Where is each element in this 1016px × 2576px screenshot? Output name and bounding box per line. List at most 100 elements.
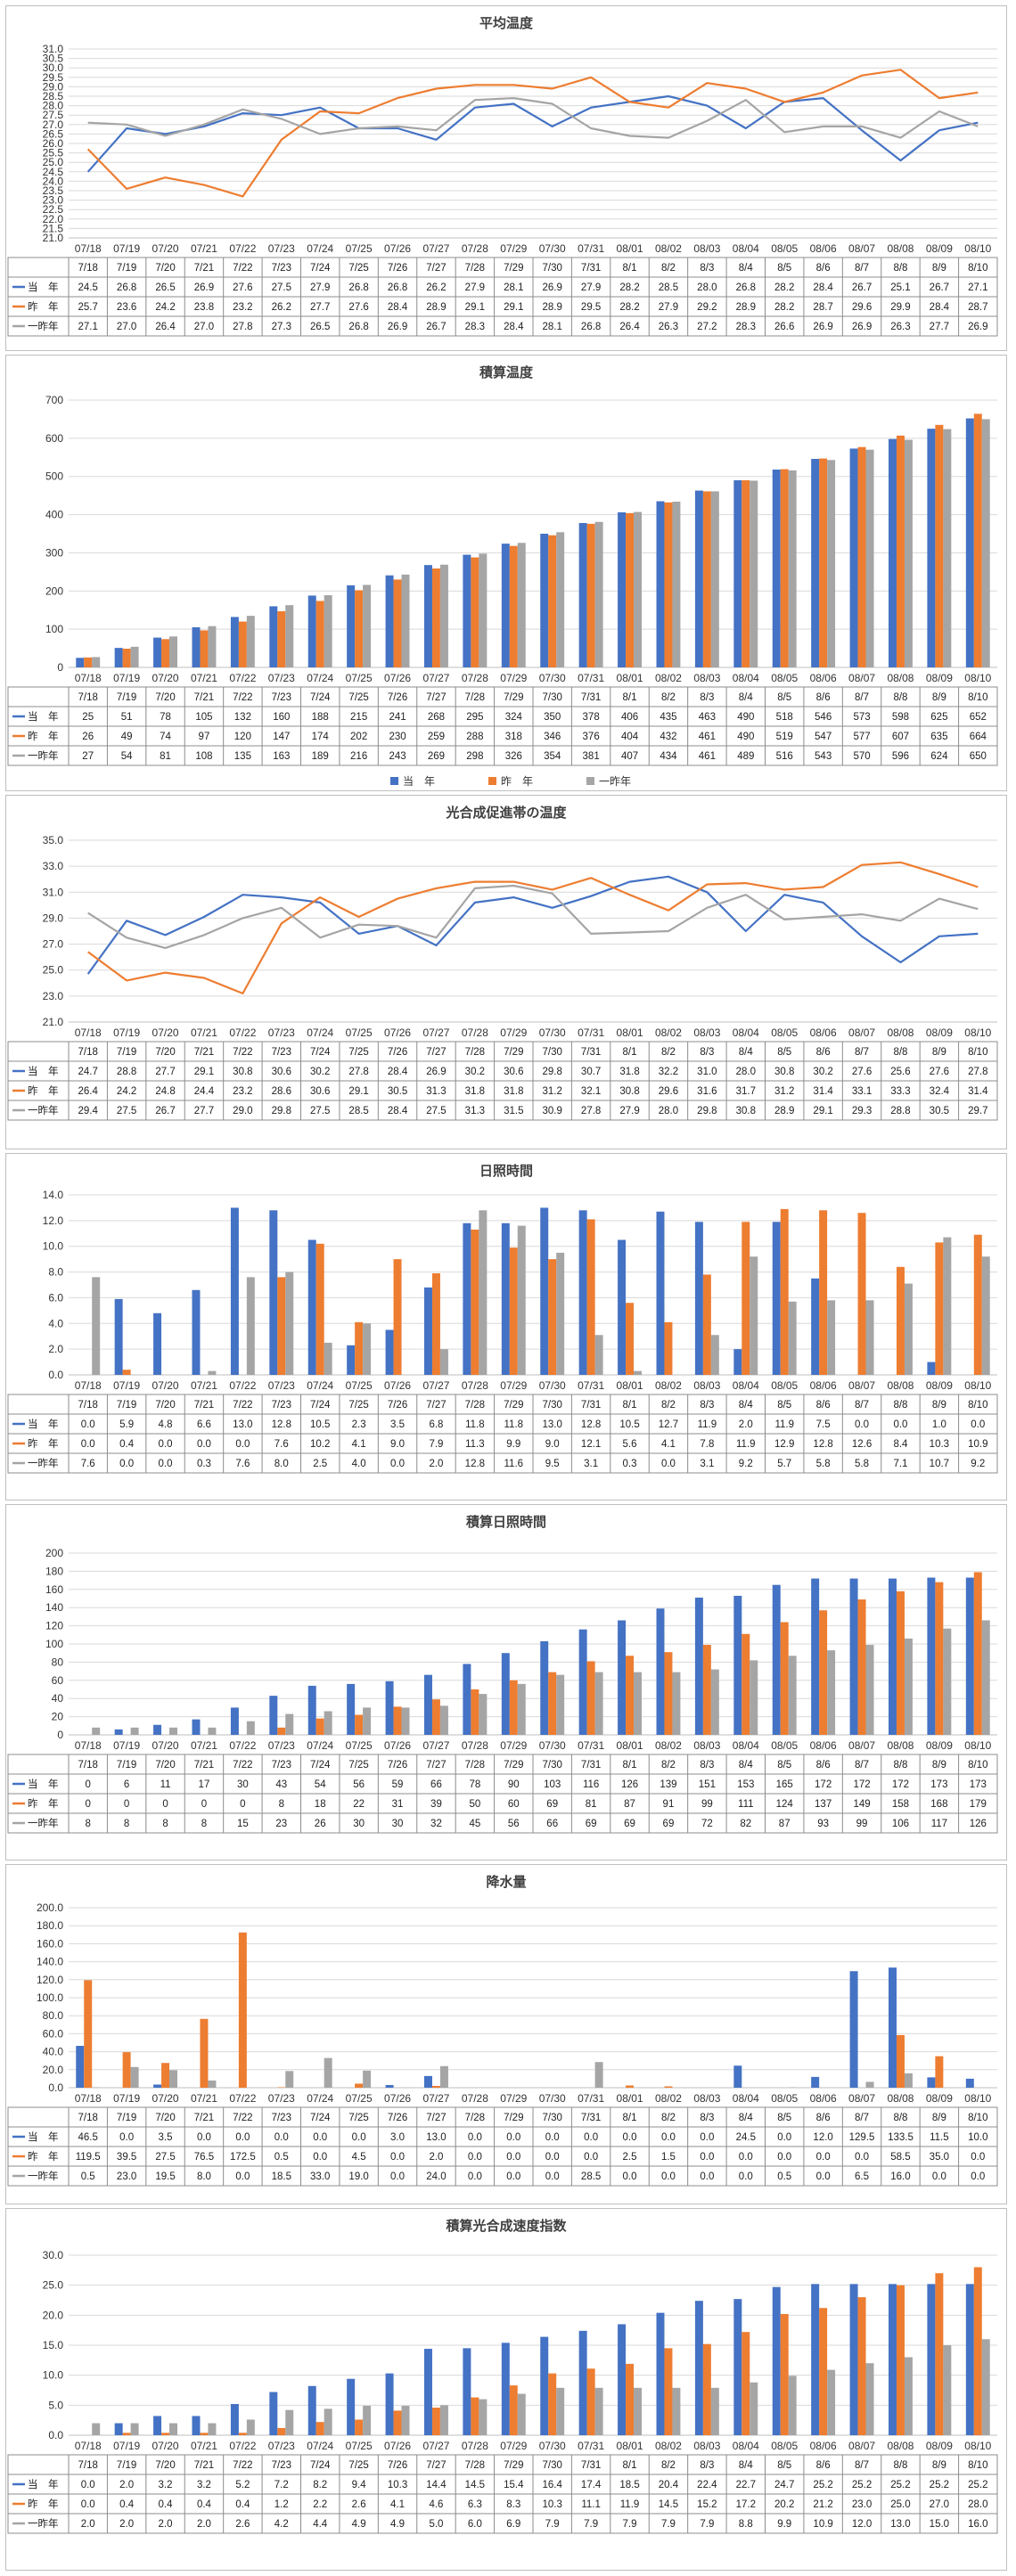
table-value-cell: 111 bbox=[738, 1799, 753, 1810]
bar-last_year bbox=[200, 630, 209, 667]
table-header-cell: 8/9 bbox=[932, 1047, 946, 1058]
table-header-cell: 7/22 bbox=[233, 2460, 252, 2471]
table-value-cell: 26.3 bbox=[659, 322, 678, 332]
table-value-cell: 29.5 bbox=[581, 302, 601, 313]
table-value-cell: 24.2 bbox=[155, 302, 175, 313]
x-tick-label: 07/21 bbox=[191, 1379, 217, 1392]
x-tick-label: 08/10 bbox=[964, 2092, 991, 2105]
bar-two_years_ago bbox=[324, 1342, 332, 1375]
table-value-cell: 0.0 bbox=[932, 2171, 946, 2182]
table-value-cell: 0.0 bbox=[816, 2152, 831, 2163]
x-tick-label: 08/05 bbox=[771, 242, 798, 255]
table-value-cell: 2.0 bbox=[81, 2519, 95, 2530]
table-value-cell: 243 bbox=[389, 751, 406, 762]
bar-current bbox=[772, 470, 781, 667]
bar-current bbox=[501, 1223, 510, 1375]
table-value-cell: 81 bbox=[586, 1799, 597, 1810]
table-header-cell: 7/25 bbox=[348, 1047, 368, 1058]
table-value-cell: 28.9 bbox=[774, 1106, 794, 1116]
table-header-cell: 8/3 bbox=[700, 2113, 714, 2123]
x-tick-label: 08/10 bbox=[964, 242, 991, 255]
table-value-cell: 26.5 bbox=[155, 282, 175, 293]
table-value-cell: 26.7 bbox=[155, 1106, 175, 1116]
table-value-cell: 5.7 bbox=[777, 1459, 791, 1469]
table-value-cell: 24.5 bbox=[736, 2132, 756, 2143]
table-value-cell: 54 bbox=[315, 1779, 326, 1790]
bar-two_years_ago bbox=[788, 470, 797, 667]
table-series-name: 昨 年 bbox=[28, 2498, 59, 2510]
bar-current bbox=[153, 1724, 162, 1735]
y-tick-label: 200 bbox=[45, 585, 63, 597]
x-tick-label: 07/18 bbox=[75, 1739, 102, 1752]
x-tick-label: 07/19 bbox=[113, 2092, 140, 2105]
x-tick-label: 07/18 bbox=[75, 672, 102, 684]
table-series-name: 当 年 bbox=[28, 2478, 59, 2490]
legend-swatch bbox=[390, 777, 398, 785]
bar-current bbox=[578, 2330, 587, 2435]
table-value-cell: 172 bbox=[815, 1779, 832, 1790]
y-tick-label: 27.0 bbox=[43, 119, 64, 131]
x-tick-label: 07/30 bbox=[539, 1379, 566, 1392]
bar-two_years_ago bbox=[363, 1707, 372, 1735]
table-header-cell: 7/21 bbox=[194, 1047, 214, 1058]
bar-two_years_ago bbox=[130, 2423, 139, 2435]
x-tick-label: 07/22 bbox=[229, 672, 256, 684]
x-tick-label: 08/01 bbox=[617, 242, 643, 255]
table-value-cell: 9.4 bbox=[352, 2480, 367, 2490]
bar-last_year bbox=[161, 639, 170, 667]
table-value-cell: 8 bbox=[279, 1799, 284, 1810]
table-header-cell: 7/18 bbox=[78, 2460, 98, 2471]
x-tick-label: 08/03 bbox=[693, 1739, 720, 1752]
table-value-cell: 24.0 bbox=[426, 2171, 446, 2182]
x-tick-label: 07/20 bbox=[152, 2440, 179, 2452]
bar-last_year bbox=[393, 1706, 402, 1735]
table-header-cell: 7/18 bbox=[78, 692, 98, 703]
table-value-cell: 174 bbox=[312, 732, 330, 742]
y-tick-label: 0.0 bbox=[48, 2429, 63, 2441]
x-tick-label: 07/22 bbox=[229, 1739, 256, 1752]
table-header-cell: 7/18 bbox=[78, 263, 98, 274]
x-tick-label: 07/24 bbox=[307, 2440, 333, 2452]
table-header-cell: 7/23 bbox=[272, 692, 291, 703]
table-value-cell: 0 bbox=[240, 1799, 245, 1810]
bar-last_year bbox=[277, 2427, 286, 2435]
x-tick-label: 07/31 bbox=[578, 242, 604, 255]
bar-current bbox=[927, 2077, 936, 2088]
table-header-cell: 8/3 bbox=[700, 1400, 714, 1411]
bar-two_years_ago bbox=[130, 2066, 139, 2088]
table-value-cell: 31.8 bbox=[465, 1086, 485, 1097]
x-tick-label: 08/09 bbox=[926, 1739, 953, 1752]
table-value-cell: 28.4 bbox=[388, 1067, 408, 1077]
bar-last_year bbox=[431, 2408, 440, 2435]
table-header-cell: 7/25 bbox=[348, 692, 368, 703]
table-value-cell: 2.6 bbox=[352, 2499, 366, 2510]
table-value-cell: 28.7 bbox=[968, 302, 987, 313]
y-tick-label: 25.0 bbox=[43, 156, 64, 168]
bar-two_years_ago bbox=[246, 2419, 255, 2435]
table-value-cell: 33.0 bbox=[310, 2171, 330, 2182]
bar-two_years_ago bbox=[594, 2062, 603, 2088]
table-value-cell: 16.0 bbox=[968, 2519, 987, 2530]
y-tick-label: 0.0 bbox=[48, 2081, 63, 2094]
table-value-cell: 0.0 bbox=[390, 2171, 405, 2182]
table-value-cell: 0 bbox=[201, 1799, 207, 1810]
bar-last_year bbox=[742, 1222, 750, 1375]
table-value-cell: 2.0 bbox=[119, 2480, 134, 2490]
table-series-name: 一昨年 bbox=[28, 2517, 59, 2530]
table-value-cell: 28.0 bbox=[659, 1106, 678, 1116]
y-tick-label: 23.0 bbox=[43, 194, 64, 207]
table-header-cell: 7/31 bbox=[581, 1400, 601, 1411]
bar-current bbox=[385, 575, 394, 667]
table-value-cell: 0.0 bbox=[893, 1419, 907, 1430]
table-value-cell: 29.6 bbox=[852, 302, 872, 313]
table-value-cell: 16.0 bbox=[890, 2171, 910, 2182]
table-value-cell: 28.5 bbox=[348, 1106, 368, 1116]
x-tick-label: 07/20 bbox=[152, 2092, 179, 2105]
table-header-cell: 7/21 bbox=[194, 263, 214, 274]
table-value-cell: 24.7 bbox=[774, 2480, 794, 2490]
bar-two_years_ago bbox=[865, 2363, 874, 2435]
x-tick-label: 08/10 bbox=[964, 1026, 991, 1039]
table-value-cell: 151 bbox=[699, 1779, 716, 1790]
bar-two_years_ago bbox=[594, 2387, 603, 2435]
x-tick-label: 08/04 bbox=[733, 1026, 759, 1039]
